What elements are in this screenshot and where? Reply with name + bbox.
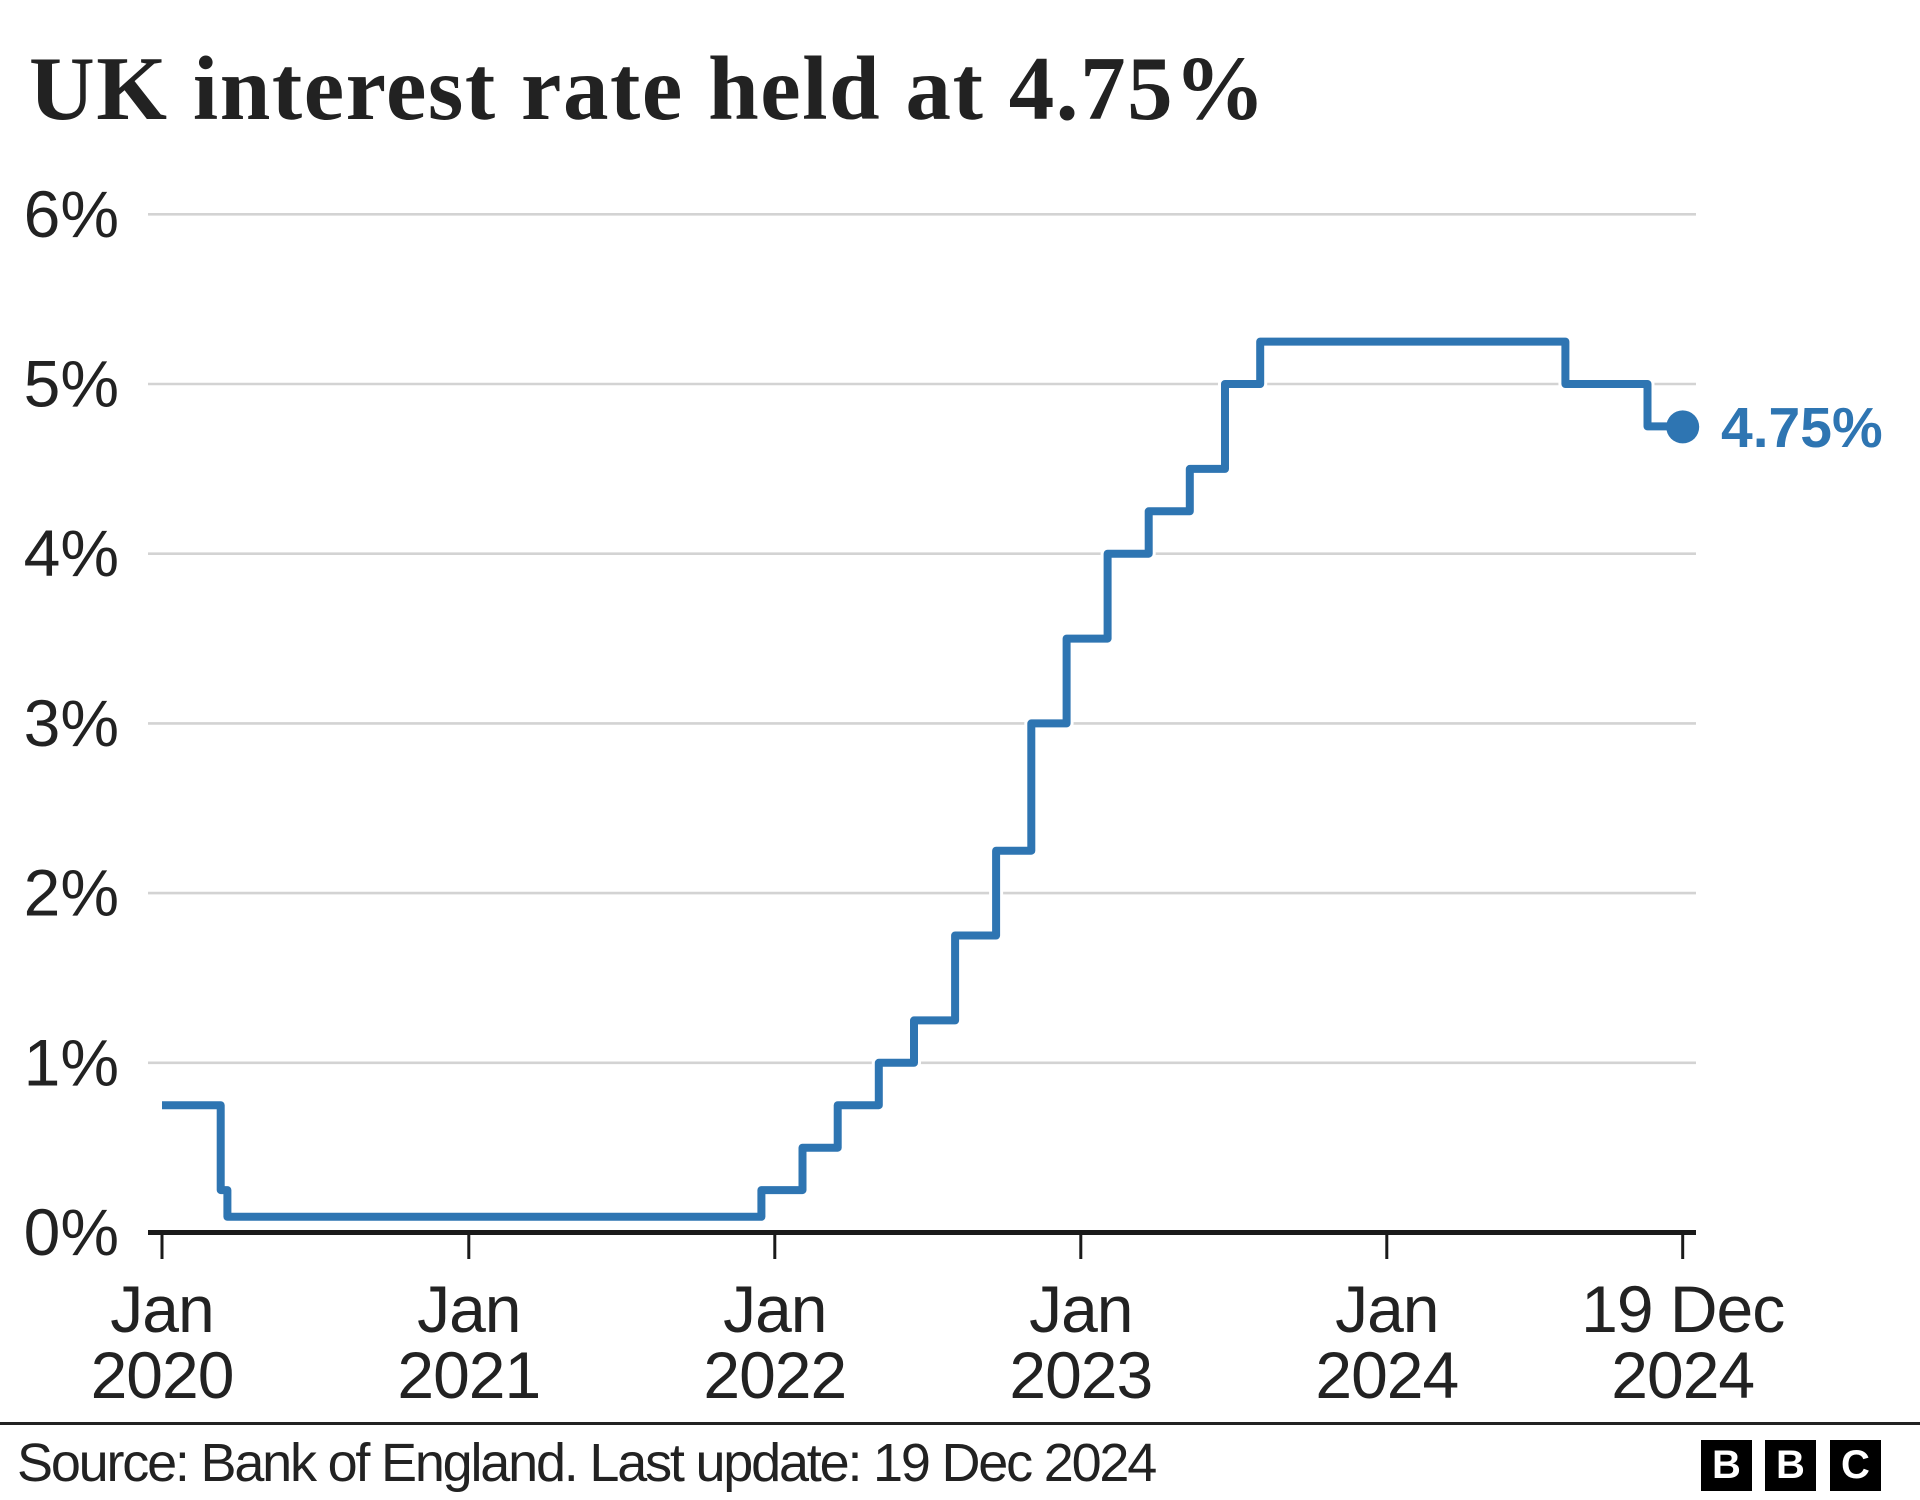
svg-text:19 Dec: 19 Dec	[1581, 1272, 1784, 1346]
svg-text:2024: 2024	[1611, 1338, 1754, 1412]
svg-text:Jan: Jan	[1029, 1272, 1132, 1346]
svg-text:4.75%: 4.75%	[1721, 396, 1883, 460]
svg-text:Jan: Jan	[1335, 1272, 1438, 1346]
svg-text:1%: 1%	[24, 1025, 119, 1099]
svg-text:Jan: Jan	[723, 1272, 826, 1346]
svg-text:2024: 2024	[1315, 1338, 1458, 1412]
svg-text:2022: 2022	[703, 1338, 846, 1412]
svg-text:2021: 2021	[397, 1338, 540, 1412]
svg-text:6%: 6%	[24, 177, 119, 251]
svg-text:4%: 4%	[24, 516, 119, 590]
svg-text:2020: 2020	[91, 1338, 234, 1412]
svg-text:Jan: Jan	[417, 1272, 520, 1346]
svg-text:2023: 2023	[1009, 1338, 1152, 1412]
svg-text:Jan: Jan	[110, 1272, 213, 1346]
svg-text:0%: 0%	[24, 1195, 119, 1269]
svg-text:3%: 3%	[24, 686, 119, 760]
svg-text:2%: 2%	[24, 856, 119, 930]
svg-text:5%: 5%	[24, 347, 119, 421]
